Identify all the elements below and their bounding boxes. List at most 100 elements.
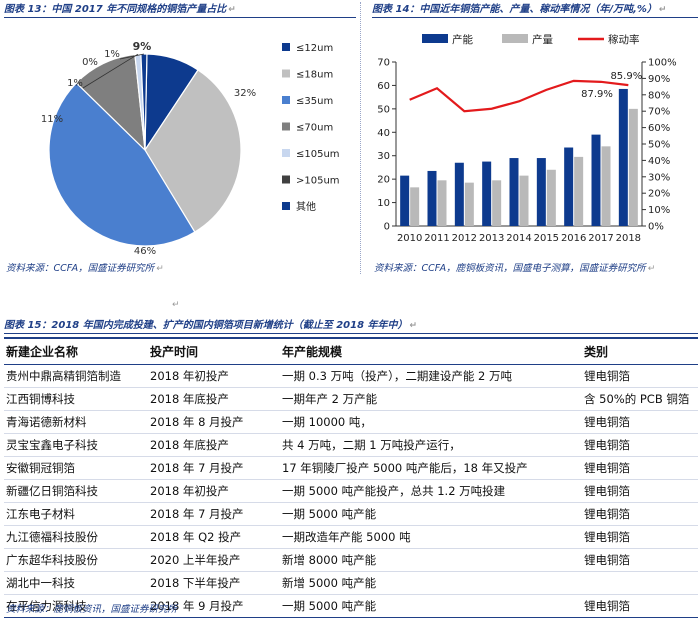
x-tick-label: 2011: [424, 233, 449, 244]
legend-label: 其他: [296, 200, 316, 213]
bar-capacity: [509, 158, 519, 226]
pie-value-label: 11%: [41, 114, 63, 125]
fig13-caption-text: 图表 13：中国 2017 年不同规格的铜箔产量占比: [4, 4, 227, 15]
table-row: 湖北中一科技 2018 下半年投产 新增 5000 吨产能: [4, 571, 698, 595]
y2-tick-label: 20%: [648, 189, 670, 200]
table-cell: 锂电铜箔: [582, 433, 698, 457]
bar-line-chart: 0 10 20 30 40 50 60 70 0% 10% 20% 30% 40% 50% 60% 70% 80…: [377, 33, 677, 244]
table-cell: 2018 年 Q2 投产: [148, 525, 280, 549]
pie-value-label: 32%: [234, 88, 256, 99]
pie-slice: [48, 82, 196, 247]
legend-swatch: [282, 43, 290, 51]
fig15-caption-text: 图表 15：2018 年国内完成投建、扩产的国内铜箔项目新增统计（截止至 201…: [4, 320, 408, 331]
legend-swatch: [282, 202, 290, 210]
table-cell: 2018 年 7 月投产: [148, 456, 280, 480]
table-cell: 新增 8000 吨产能: [280, 548, 582, 572]
bar-output: [628, 108, 638, 226]
x-tick-label: 2010: [397, 233, 422, 244]
table-cell: 2018 年底投产: [148, 387, 280, 411]
y2-tick-label: 10%: [648, 205, 670, 216]
y-tick-label: 0: [384, 222, 390, 233]
fig15-source-text: 资料来源：鹿铜板资讯，国盛证券研究所: [6, 604, 178, 615]
bar-output: [464, 182, 474, 226]
fig13-source-text: 资料来源：CCFA，国盛证券研究所: [6, 263, 155, 274]
table-cell: 2018 年底投产: [148, 433, 280, 457]
table-cell: 含 50%的 PCB 铜箔: [582, 387, 698, 411]
y2-tick-label: 40%: [648, 156, 670, 167]
pie-value-label: 9%: [133, 40, 152, 53]
pie-value-label: 1%: [67, 78, 83, 89]
bar-capacity: [400, 175, 410, 226]
table-cell: 灵宝宝鑫电子科技: [4, 433, 148, 457]
return-mark-icon: ↵: [172, 300, 180, 310]
legend-label: ≤105um: [296, 149, 340, 160]
fig13-caption: 图表 13：中国 2017 年不同规格的铜箔产量占比 ↵: [4, 2, 356, 18]
table-cell: 2018 下半年投产: [148, 571, 280, 595]
fig15-caption: 图表 15：2018 年国内完成投建、扩产的国内铜箔项目新增统计（截止至 201…: [4, 318, 698, 334]
table-cell: 锂电铜箔: [582, 479, 698, 503]
table-cell: 广东超华科技股份: [4, 548, 148, 572]
legend-label: ≤12um: [296, 43, 333, 54]
table-cell: 2020 上半年投产: [148, 548, 280, 572]
fig14-source: 资料来源：CCFA，鹿铜板资讯，国盛电子测算，国盛证券研究所 ↵: [374, 262, 655, 276]
fig14-caption-text: 图表 14：中国近年铜箔产能、产量、稼动率情况（年/万吨,%）: [372, 4, 657, 15]
bar-output: [410, 187, 420, 226]
table-cell: 17 年铜陵厂投产 5000 吨产能后，18 年又投产: [280, 456, 582, 480]
table-cell: 安徽铜冠铜箔: [4, 456, 148, 480]
bar-output: [519, 175, 529, 226]
pie-leader-line: [119, 53, 144, 60]
y-tick-label: 70: [377, 58, 390, 69]
table-cell: 青海诺德新材料: [4, 410, 148, 434]
table-header-cell: 年产能规模: [280, 337, 582, 365]
table-cell: 湖北中一科技: [4, 571, 148, 595]
legend-label: ≤70um: [296, 123, 333, 134]
y-tick-label: 20: [377, 175, 390, 186]
table-row: 在平信力源科技 2018 年 9 月投产 一期 5000 吨产能 锂电铜箔: [4, 594, 698, 618]
legend-swatch: [282, 69, 290, 78]
x-tick-label: 2016: [561, 233, 586, 244]
table-cell: 一期年产 2 万产能: [280, 387, 582, 411]
y2-tick-label: 0%: [648, 222, 664, 233]
table-cell: 2018 年 7 月投产: [148, 502, 280, 526]
y2-tick-label: 100%: [648, 58, 677, 69]
table-cell: 2018 年初投产: [148, 479, 280, 503]
y2-tick-label: 70%: [648, 107, 670, 118]
legend-swatch: [282, 122, 290, 131]
table-cell: 一期改造年产能 5000 吨: [280, 525, 582, 549]
table-cell: 锂电铜箔: [582, 594, 698, 618]
bar-capacity: [591, 134, 601, 226]
legend-swatch: [422, 34, 448, 43]
table-cell: 锂电铜箔: [582, 364, 698, 388]
table-cell: 一期 5000 吨产能: [280, 502, 582, 526]
legend-swatch: [282, 175, 290, 184]
bar-output: [601, 146, 611, 226]
table-row: 安徽铜冠铜箔 2018 年 7 月投产 17 年铜陵厂投产 5000 吨产能后，18…: [4, 456, 698, 480]
y-tick-label: 30: [377, 151, 390, 162]
legend-label: 产量: [532, 33, 553, 46]
legend-label: 产能: [452, 33, 473, 46]
table-cell: 新疆亿日铜箔科技: [4, 479, 148, 503]
table-cell: 江西铜博科技: [4, 387, 148, 411]
bar-output: [574, 156, 584, 226]
annotation-label: 87.9%: [581, 89, 613, 100]
return-mark-icon: ↵: [647, 264, 656, 274]
bar-output: [437, 180, 447, 226]
bar-capacity: [564, 147, 574, 226]
table-cell: 2018 年 8 月投产: [148, 410, 280, 434]
table-cell: 一期 5000 吨产能: [280, 594, 582, 618]
annotation-label: 85.9%: [610, 71, 642, 82]
pie-value-label: 46%: [134, 246, 156, 257]
legend-label: ≤35um: [296, 96, 333, 107]
bar-capacity: [454, 162, 464, 226]
table-cell: 新增 5000 吨产能: [280, 571, 582, 595]
x-tick-label: 2018: [616, 233, 641, 244]
x-tick-label: 2014: [506, 233, 531, 244]
table-row: 广东超华科技股份 2020 上半年投产 新增 8000 吨产能 锂电铜箔: [4, 548, 698, 572]
fig13-source: 资料来源：CCFA，国盛证券研究所 ↵: [6, 262, 164, 276]
pie-leader-line: [82, 53, 139, 89]
bar-capacity: [482, 161, 492, 226]
table-header-cell: 投产时间: [148, 337, 280, 365]
table-header-row: 新建企业名称 投产时间 年产能规模 类别: [4, 337, 698, 365]
project-table: 新建企业名称 投产时间 年产能规模 类别 贵州中鼎高精铜箔制造 2018 年初投产 一期 …: [4, 337, 698, 618]
y-tick-label: 10: [377, 198, 390, 209]
